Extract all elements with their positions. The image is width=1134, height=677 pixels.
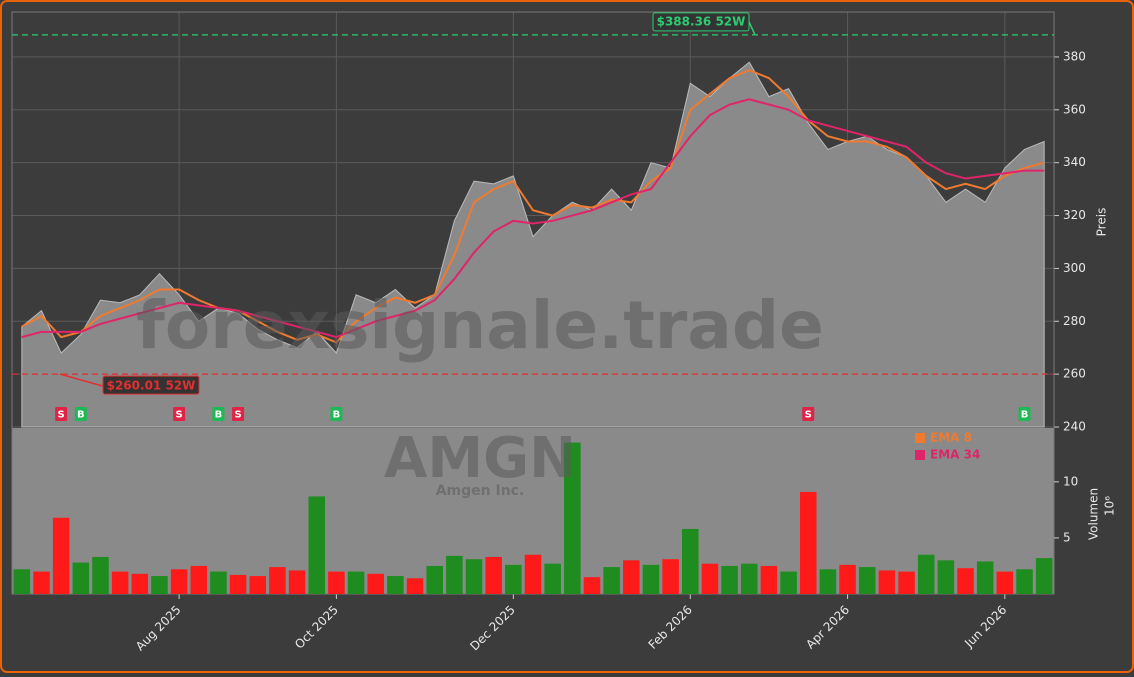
volume-bar bbox=[387, 576, 404, 594]
y-axis-label: Preis bbox=[1095, 208, 1109, 237]
legend-label: EMA 34 bbox=[930, 448, 980, 462]
volume-y-tick-label: 10 bbox=[1063, 474, 1078, 488]
high-label: $388.36 52W bbox=[657, 14, 746, 28]
signal-badge bbox=[212, 407, 225, 421]
volume-bar bbox=[328, 571, 345, 594]
volume-bar bbox=[1016, 569, 1033, 594]
volume-bar bbox=[662, 559, 679, 594]
volume-bar bbox=[249, 576, 267, 594]
volume-bar bbox=[819, 569, 837, 594]
signal-label: B bbox=[215, 410, 223, 421]
volume-bar bbox=[583, 577, 601, 594]
volume-y-tick-label: 5 bbox=[1063, 530, 1071, 544]
volume-bar bbox=[406, 578, 424, 594]
volume-bar bbox=[996, 571, 1014, 594]
legend-swatch bbox=[915, 450, 925, 460]
volume-bar bbox=[269, 567, 286, 594]
volume-bar bbox=[760, 565, 778, 594]
volume-bar bbox=[170, 569, 188, 594]
low-label-box bbox=[102, 375, 200, 395]
signal-badge bbox=[802, 407, 815, 421]
volume-bar bbox=[976, 561, 994, 594]
volume-bar bbox=[131, 573, 149, 594]
watermark: forexsignale.trade bbox=[136, 287, 824, 364]
volume-unit: 10⁶ bbox=[1103, 496, 1117, 516]
volume-bar bbox=[799, 491, 817, 594]
volume-bar bbox=[564, 442, 581, 594]
signal-label: S bbox=[234, 410, 241, 421]
y-tick-label: 260 bbox=[1063, 367, 1086, 381]
signal-badge bbox=[330, 407, 343, 421]
volume-bar bbox=[603, 567, 620, 594]
y-tick-label: 340 bbox=[1063, 155, 1086, 169]
volume-bar bbox=[957, 568, 974, 594]
legend-swatch bbox=[915, 433, 925, 443]
volume-bar bbox=[701, 563, 719, 594]
y-tick-label: 280 bbox=[1063, 314, 1086, 328]
volume-bar bbox=[858, 567, 876, 594]
volume-bar bbox=[839, 564, 856, 594]
signal-badge bbox=[1018, 407, 1031, 421]
y-tick-label: 320 bbox=[1063, 208, 1086, 222]
signal-label: B bbox=[333, 410, 341, 421]
volume-bar bbox=[347, 571, 365, 594]
volume-bar bbox=[33, 571, 50, 594]
volume-bar bbox=[1035, 558, 1053, 594]
volume-bar bbox=[72, 562, 90, 594]
signal-badge bbox=[173, 407, 186, 421]
signal-badge bbox=[74, 407, 87, 421]
y-tick-label: 240 bbox=[1063, 420, 1086, 434]
volume-bar bbox=[917, 554, 935, 594]
volume-bar bbox=[741, 563, 758, 594]
volume-bar bbox=[780, 571, 797, 594]
volume-bar bbox=[446, 555, 463, 594]
volume-bar bbox=[937, 560, 955, 594]
volume-bar bbox=[544, 563, 561, 594]
volume-bar bbox=[288, 570, 306, 594]
volume-bar bbox=[229, 574, 247, 594]
company-watermark: Amgen Inc. bbox=[436, 483, 525, 499]
high-arrow bbox=[748, 21, 756, 36]
volume-bar bbox=[13, 569, 31, 594]
volume-bar bbox=[111, 571, 129, 594]
symbol-watermark: AMGN bbox=[384, 426, 576, 491]
volume-bar bbox=[682, 528, 699, 594]
signal-badge bbox=[232, 407, 245, 421]
volume-bar bbox=[878, 570, 896, 594]
y-tick-label: 380 bbox=[1063, 49, 1086, 63]
volume-bar bbox=[642, 564, 660, 594]
signal-label: B bbox=[1021, 410, 1029, 421]
volume-bar bbox=[190, 565, 208, 594]
volume-bar bbox=[308, 496, 325, 594]
ema-line bbox=[21, 69, 1045, 344]
volume-bar bbox=[721, 565, 738, 594]
y-tick-label: 300 bbox=[1063, 261, 1086, 275]
y-tick-label: 360 bbox=[1063, 102, 1086, 116]
low-label: $260.01 52W bbox=[107, 379, 196, 393]
signal-badge bbox=[55, 407, 68, 421]
volume-bar bbox=[92, 556, 109, 594]
volume-bar bbox=[367, 573, 384, 594]
volume-bar bbox=[426, 565, 443, 594]
volume-bar bbox=[210, 571, 227, 594]
ema-line bbox=[21, 98, 1045, 339]
volume-bar bbox=[485, 556, 502, 594]
volume-bar bbox=[505, 564, 522, 594]
volume-axis-label: Volumen bbox=[1087, 488, 1101, 540]
low-arrow bbox=[59, 373, 104, 387]
volume-bar bbox=[465, 559, 483, 594]
signal-label: S bbox=[58, 410, 65, 421]
volume-bar bbox=[151, 576, 168, 594]
signal-label: S bbox=[805, 410, 812, 421]
legend-label: EMA 8 bbox=[930, 431, 972, 445]
volume-bar bbox=[524, 554, 542, 594]
volume-bar bbox=[52, 517, 70, 594]
volume-bar bbox=[623, 560, 640, 594]
volume-bar bbox=[898, 571, 915, 594]
signal-label: B bbox=[77, 410, 85, 421]
signal-label: S bbox=[176, 410, 183, 421]
